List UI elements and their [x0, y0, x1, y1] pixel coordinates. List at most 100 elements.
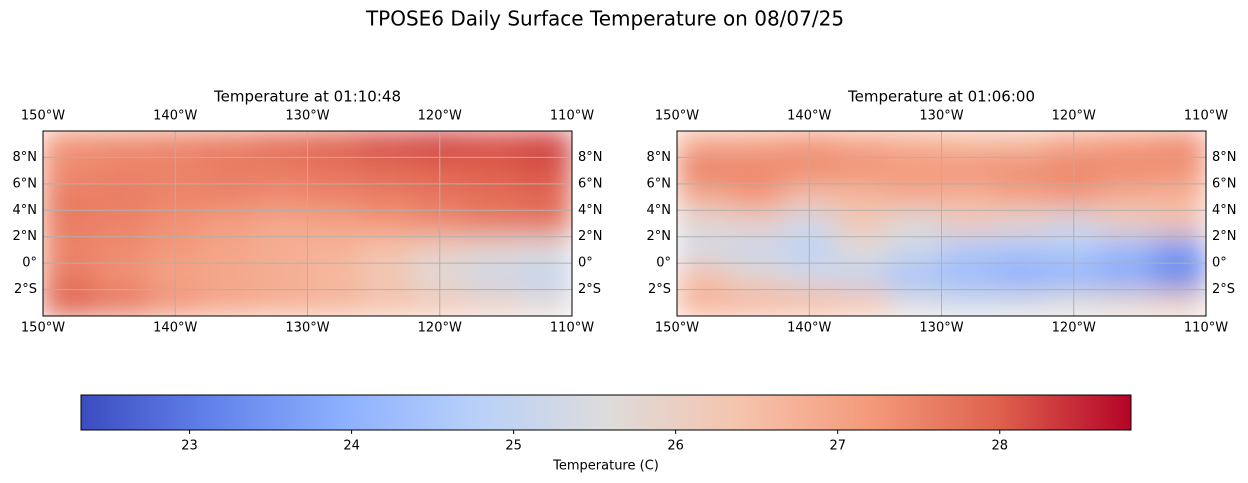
heatmap-cell [677, 262, 731, 291]
heatmap-cell [254, 183, 308, 211]
heatmap-cell [359, 209, 414, 238]
y-tick-label: 4°N [13, 203, 38, 218]
heatmap-cell [993, 289, 1048, 316]
heatmap-cell [888, 262, 942, 291]
heatmap-cell [1099, 183, 1154, 211]
y-tick-label: 0° [1212, 256, 1227, 271]
colorbar-tick-label: 27 [829, 439, 846, 454]
heatmap-cell [729, 131, 784, 158]
heatmap-cell [95, 289, 150, 316]
x-tick-label: 140°W [153, 321, 197, 336]
heatmap-cell [307, 209, 361, 238]
heatmap-cell [43, 156, 97, 185]
heatmap-cell [201, 131, 256, 158]
heatmap-cell [888, 131, 942, 158]
heatmap-cell [518, 131, 572, 158]
heatmap-cell [518, 262, 572, 291]
heatmap-cell [729, 236, 784, 264]
heatmap-cell [888, 209, 942, 238]
x-tick-label: 120°W [1052, 109, 1096, 124]
heatmap-cell [43, 131, 97, 158]
x-tick-label: 120°W [418, 321, 462, 336]
heatmap-cell [677, 289, 731, 316]
heatmap-cell [1152, 262, 1206, 291]
x-tick-label: 110°W [550, 109, 594, 124]
heatmap-cell [95, 209, 150, 238]
heatmap-cell [941, 262, 995, 291]
heatmap-cell [835, 209, 890, 238]
heatmap-cell [1099, 262, 1154, 291]
heatmap-cell [941, 131, 995, 158]
heatmap-cell [518, 236, 572, 264]
heatmap-cell [1152, 289, 1206, 316]
y-tick-label: 8°N [13, 150, 38, 165]
x-tick-label: 120°W [418, 109, 462, 124]
colorbar-tick-label: 23 [181, 439, 198, 454]
heatmap-cell [941, 209, 995, 238]
x-tick-label: 140°W [153, 109, 197, 124]
heatmap-cell [201, 289, 256, 316]
heatmap-cell [254, 156, 308, 185]
subplot-title: Temperature at 01:06:00 [847, 88, 1035, 106]
heatmap-cells [677, 131, 1206, 316]
heatmap-cell [201, 183, 256, 211]
heatmap-cell [95, 236, 150, 264]
y-tick-label: 2°N [578, 229, 603, 244]
heatmap-cell [729, 289, 784, 316]
heatmap-cell [359, 289, 414, 316]
heatmap-cell [43, 262, 97, 291]
y-tick-label: 2°S [14, 282, 37, 297]
heatmap-cell [993, 209, 1048, 238]
heatmap-cell [359, 236, 414, 264]
subplot-title: Temperature at 01:10:48 [213, 88, 401, 106]
heatmap-cell [835, 289, 890, 316]
heatmap-cell [95, 131, 150, 158]
y-tick-label: 6°N [578, 176, 603, 191]
heatmap-cell [993, 183, 1048, 211]
colorbar [80, 394, 1132, 431]
x-tick-label: 120°W [1052, 321, 1096, 336]
heatmap-cell [1152, 236, 1206, 264]
heatmap-cell [677, 236, 731, 264]
heatmap-cell [835, 236, 890, 264]
y-tick-label: 2°N [1212, 229, 1237, 244]
y-tick-label: 2°N [647, 229, 672, 244]
heatmap-cell [1099, 289, 1154, 316]
heatmap-cell [465, 131, 520, 158]
heatmap-cell [729, 183, 784, 211]
heatmap-cell [1152, 156, 1206, 185]
x-tick-label: 130°W [919, 321, 963, 336]
heatmap-cell [43, 289, 97, 316]
x-tick-label: 150°W [21, 109, 65, 124]
heatmap-cell [307, 236, 361, 264]
heatmap-cell [941, 156, 995, 185]
colorbar-tick-label: 25 [505, 439, 522, 454]
heatmap-cell [359, 156, 414, 185]
heatmap-cell [677, 183, 731, 211]
y-tick-label: 2°S [578, 282, 601, 297]
heatmap-cell [941, 289, 995, 316]
heatmap-cell [465, 183, 520, 211]
x-tick-label: 150°W [655, 321, 699, 336]
colorbar-tick-label: 24 [343, 439, 360, 454]
heatmap-cell [307, 289, 361, 316]
heatmap-cell [835, 262, 890, 291]
heatmap-cell [993, 156, 1048, 185]
heatmap-cell [518, 156, 572, 185]
heatmap-cell [201, 262, 256, 291]
heatmap-cell [307, 156, 361, 185]
x-tick-label: 130°W [285, 321, 329, 336]
y-tick-label: 0° [22, 256, 37, 271]
heatmap-cell [518, 209, 572, 238]
y-tick-label: 2°S [648, 282, 671, 297]
colorbar-tick-label: 26 [667, 439, 684, 454]
heatmap-cell [254, 209, 308, 238]
heatmap-cell [201, 156, 256, 185]
heatmap-cell [465, 289, 520, 316]
x-tick-label: 140°W [787, 321, 831, 336]
heatmap-cell [43, 236, 97, 264]
colorbar-tick-label: 28 [991, 439, 1008, 454]
heatmap-cell [729, 262, 784, 291]
